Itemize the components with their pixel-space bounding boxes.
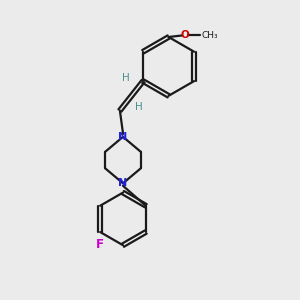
Text: N: N — [118, 132, 127, 142]
Text: H: H — [122, 73, 130, 83]
Text: H: H — [135, 102, 142, 112]
Text: CH₃: CH₃ — [202, 31, 218, 40]
Text: O: O — [180, 30, 189, 40]
Text: N: N — [118, 178, 127, 188]
Text: F: F — [96, 238, 104, 250]
